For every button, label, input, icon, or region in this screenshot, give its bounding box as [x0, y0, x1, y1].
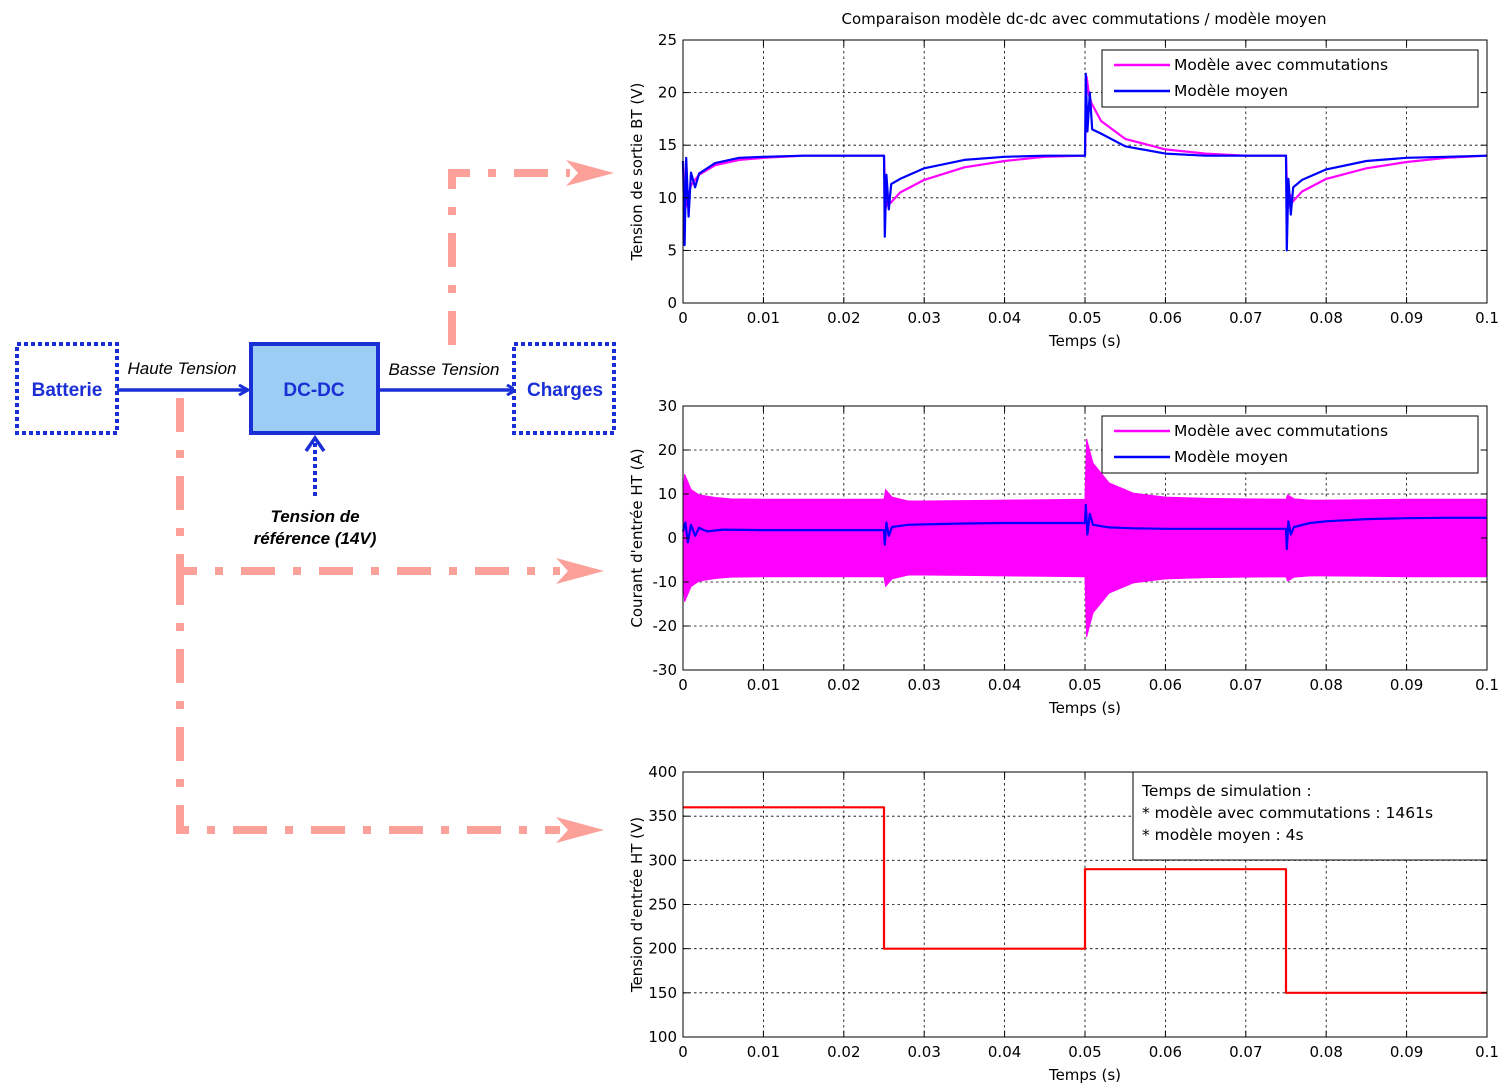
reference-label-line1: Tension de — [270, 507, 359, 526]
x-axis-label: Temps (s) — [1048, 699, 1121, 717]
x-tick-label: 0.06 — [1149, 309, 1182, 327]
block-diagram: Batterie Haute Tension DC-DC Basse Tensi… — [15, 160, 616, 843]
y-tick-label: 25 — [658, 31, 677, 49]
x-tick-label: 0.04 — [988, 1043, 1021, 1061]
y-tick-label: 350 — [648, 807, 677, 825]
series-average-model — [681, 503, 1487, 551]
y-tick-label: 250 — [648, 896, 677, 914]
chart-input-current: 0 0.01 0.02 0.03 0.04 0.05 0.06 0.07 0.08 0.09 0.1… — [628, 397, 1499, 717]
x-tick-label: 0.03 — [907, 676, 940, 694]
x-tick-label: 0.05 — [1068, 676, 1101, 694]
x-tick-label: 0.07 — [1229, 309, 1262, 327]
x-tick-label: 0.09 — [1390, 1043, 1423, 1061]
note-line: * modèle avec commutations : 1461s — [1142, 804, 1433, 822]
loads-block — [512, 342, 616, 435]
y-tick-label: 10 — [658, 189, 677, 207]
series-average-model — [681, 72, 1488, 252]
x-tick-label: 0.01 — [747, 309, 780, 327]
x-tick-label: 0.1 — [1475, 309, 1499, 327]
y-tick-label: 0 — [667, 529, 677, 547]
legend: Modèle avec commutations Modèle moyen — [1101, 49, 1479, 108]
y-tick-label: 200 — [648, 940, 677, 958]
legend-entry: Modèle moyen — [1174, 82, 1288, 100]
x-tick-label: 0 — [678, 1043, 688, 1061]
x-tick-label: 0.09 — [1390, 676, 1423, 694]
x-tick-label: 0.03 — [907, 309, 940, 327]
dcdc-label: DC-DC — [283, 380, 344, 401]
y-tick-label: 300 — [648, 851, 677, 869]
x-tick-label: 0.01 — [747, 1043, 780, 1061]
x-tick-label: 0.03 — [907, 1043, 940, 1061]
x-tick-label: 0.08 — [1309, 1043, 1342, 1061]
loads-label: Charges — [527, 380, 603, 401]
y-tick-label: 0 — [667, 294, 677, 312]
reference-label-line2: référence (14V) — [254, 529, 377, 548]
x-tick-label: 0.1 — [1475, 1043, 1499, 1061]
x-tick-label: 0.05 — [1068, 1043, 1101, 1061]
y-axis-label: Tension d'entrée HT (V) — [628, 817, 646, 993]
y-tick-label: 20 — [658, 84, 677, 102]
x-tick-label: 0.04 — [988, 309, 1021, 327]
note-line: Temps de simulation : — [1141, 782, 1312, 800]
x-tick-label: 0.04 — [988, 676, 1021, 694]
x-tick-label: 0.06 — [1149, 676, 1182, 694]
x-axis-label: Temps (s) — [1048, 1066, 1121, 1084]
x-tick-label: 0.05 — [1068, 309, 1101, 327]
legend: Modèle avec commutations Modèle moyen — [1101, 415, 1479, 474]
legend-box — [1101, 415, 1479, 474]
y-tick-label: 20 — [658, 441, 677, 459]
x-tick-label: 0 — [678, 309, 688, 327]
legend-entry: Modèle avec commutations — [1174, 56, 1388, 74]
x-tick-label: 0.1 — [1475, 676, 1499, 694]
y-tick-label: -30 — [653, 661, 678, 679]
dcdc-block — [249, 342, 380, 435]
simulation-time-note: Temps de simulation : * modèle avec commu… — [1132, 771, 1488, 861]
x-tick-label: 0.09 — [1390, 309, 1423, 327]
legend-entry: Modèle avec commutations — [1174, 422, 1388, 440]
high-voltage-label: Haute Tension — [127, 359, 236, 378]
x-tick-label: 0.02 — [827, 1043, 860, 1061]
link-arrowhead-bottom — [556, 817, 604, 843]
note-line: * modèle moyen : 4s — [1142, 826, 1304, 844]
link-arrow-bottom — [176, 571, 560, 834]
chart-input-voltage: 0 0.01 0.02 0.03 0.04 0.05 0.06 0.07 0.08 0.09 0.1… — [628, 763, 1499, 1084]
y-axis-label: Tension de sortie BT (V) — [628, 83, 646, 262]
x-tick-label: 0 — [678, 676, 688, 694]
y-tick-label: 15 — [658, 136, 677, 154]
x-tick-label: 0.07 — [1229, 676, 1262, 694]
y-tick-label: 400 — [648, 763, 677, 781]
y-tick-label: 100 — [648, 1028, 677, 1046]
x-tick-label: 0.06 — [1149, 1043, 1182, 1061]
legend-entry: Modèle moyen — [1174, 448, 1288, 466]
chart-title: Comparaison modèle dc-dc avec commutatio… — [842, 10, 1327, 28]
y-tick-label: 10 — [658, 485, 677, 503]
chart-output-voltage: 0 0.01 0.02 0.03 0.04 0.05 0.06 0.07 0.08 0.09 0.1… — [628, 31, 1499, 350]
x-tick-label: 0.02 — [827, 309, 860, 327]
link-arrow-top — [448, 169, 570, 345]
x-tick-label: 0.07 — [1229, 1043, 1262, 1061]
x-tick-label: 0.01 — [747, 676, 780, 694]
reference-arrowhead — [304, 434, 326, 452]
series-input-voltage — [683, 806, 1487, 994]
y-tick-label: 30 — [658, 397, 677, 415]
legend-box — [1101, 49, 1479, 108]
y-tick-label: 150 — [648, 984, 677, 1002]
y-axis-label: Courant d'entrée HT (A) — [628, 448, 646, 627]
y-tick-label: -10 — [653, 573, 678, 591]
note-box — [1132, 771, 1488, 861]
link-arrowhead-middle — [556, 558, 604, 584]
x-axis-label: Temps (s) — [1048, 332, 1121, 350]
battery-label: Batterie — [32, 380, 103, 401]
x-tick-label: 0.08 — [1309, 309, 1342, 327]
battery-block — [15, 342, 119, 435]
x-tick-label: 0.08 — [1309, 676, 1342, 694]
y-tick-label: -20 — [653, 617, 678, 635]
link-arrowhead-top — [566, 160, 614, 186]
x-tick-label: 0.02 — [827, 676, 860, 694]
low-voltage-label: Basse Tension — [389, 360, 500, 379]
y-tick-label: 5 — [667, 241, 677, 259]
